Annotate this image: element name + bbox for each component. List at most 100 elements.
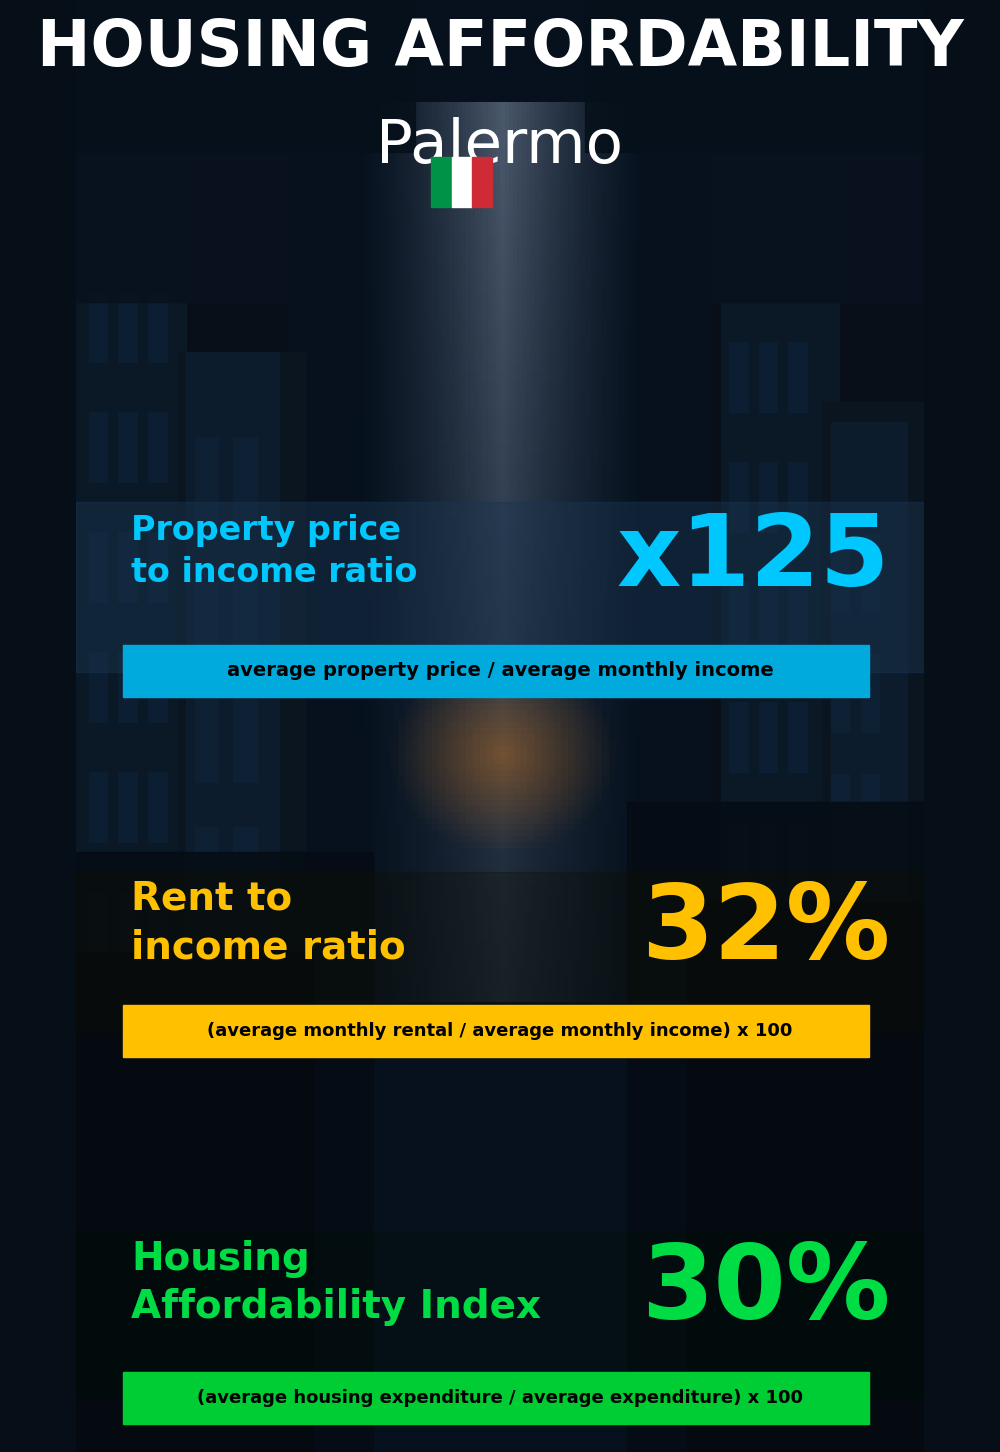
Bar bbox=[233, 566, 257, 652]
Bar bbox=[831, 534, 849, 611]
Text: (average monthly rental / average monthly income) x 100: (average monthly rental / average monthl… bbox=[207, 1022, 793, 1040]
Bar bbox=[89, 772, 107, 842]
Bar bbox=[721, 1, 839, 1302]
Bar bbox=[861, 774, 879, 852]
Bar bbox=[788, 462, 807, 531]
Bar bbox=[759, 701, 777, 772]
Bar bbox=[831, 1134, 849, 1212]
Bar bbox=[729, 582, 748, 652]
Bar bbox=[788, 582, 807, 652]
Bar bbox=[831, 653, 849, 732]
Bar bbox=[118, 652, 137, 722]
Bar bbox=[118, 892, 137, 963]
Text: Housing
Affordability Index: Housing Affordability Index bbox=[131, 1240, 541, 1327]
Bar bbox=[712, 0, 924, 1452]
Bar bbox=[831, 1255, 849, 1331]
Bar bbox=[861, 534, 879, 611]
Bar bbox=[76, 1231, 924, 1397]
Bar bbox=[831, 1013, 849, 1092]
Bar bbox=[687, 902, 924, 1452]
Bar bbox=[148, 531, 167, 603]
Bar bbox=[148, 412, 167, 482]
Bar bbox=[729, 942, 748, 1012]
Bar bbox=[788, 822, 807, 892]
Bar bbox=[831, 894, 849, 971]
Bar bbox=[89, 531, 107, 603]
Bar bbox=[76, 953, 313, 1452]
Bar bbox=[89, 892, 107, 963]
Bar bbox=[76, 0, 186, 1252]
Bar bbox=[452, 157, 472, 208]
Bar bbox=[89, 652, 107, 722]
Bar bbox=[759, 343, 777, 412]
Bar bbox=[123, 1005, 869, 1057]
Text: 32%: 32% bbox=[641, 880, 890, 982]
Bar bbox=[148, 1012, 167, 1082]
Bar bbox=[759, 942, 777, 1012]
Bar bbox=[759, 822, 777, 892]
Bar bbox=[861, 894, 879, 971]
Bar bbox=[861, 653, 879, 732]
Bar bbox=[788, 942, 807, 1012]
Bar bbox=[195, 828, 218, 912]
Bar bbox=[123, 1372, 869, 1424]
Bar bbox=[76, 0, 415, 152]
Bar bbox=[178, 351, 305, 1452]
Bar bbox=[861, 1134, 879, 1212]
Bar bbox=[759, 462, 777, 531]
Bar bbox=[759, 1182, 777, 1252]
Bar bbox=[89, 412, 107, 482]
Text: average property price / average monthly income: average property price / average monthly… bbox=[227, 662, 773, 681]
Bar bbox=[123, 645, 869, 697]
Bar bbox=[195, 1088, 218, 1172]
Bar bbox=[233, 437, 257, 523]
Bar bbox=[788, 1182, 807, 1252]
Bar bbox=[195, 957, 218, 1043]
Bar bbox=[729, 462, 748, 531]
Text: Palermo: Palermo bbox=[376, 118, 624, 176]
Bar bbox=[148, 292, 167, 362]
Bar bbox=[76, 873, 924, 1032]
Bar bbox=[195, 1217, 218, 1302]
Bar bbox=[148, 892, 167, 963]
Bar bbox=[788, 1061, 807, 1133]
Bar bbox=[118, 772, 137, 842]
Bar bbox=[670, 1, 924, 302]
Bar bbox=[76, 502, 924, 672]
Bar bbox=[195, 566, 218, 652]
Text: 30%: 30% bbox=[641, 1240, 890, 1342]
Bar bbox=[89, 1012, 107, 1082]
Bar bbox=[729, 1182, 748, 1252]
Bar bbox=[861, 1013, 879, 1092]
Bar bbox=[431, 157, 452, 208]
Bar bbox=[831, 774, 849, 852]
Bar bbox=[76, 1, 330, 302]
Bar bbox=[788, 701, 807, 772]
Bar bbox=[831, 423, 907, 1372]
Bar bbox=[822, 402, 924, 1452]
Bar bbox=[233, 957, 257, 1043]
Bar bbox=[729, 822, 748, 892]
Text: Property price
to income ratio: Property price to income ratio bbox=[131, 514, 417, 590]
Text: x125: x125 bbox=[617, 510, 890, 607]
Bar bbox=[118, 531, 137, 603]
Bar bbox=[148, 652, 167, 722]
Bar bbox=[729, 701, 748, 772]
Bar bbox=[118, 1012, 137, 1082]
Bar bbox=[89, 292, 107, 362]
Bar bbox=[627, 802, 924, 1452]
Bar bbox=[233, 697, 257, 783]
Bar bbox=[195, 437, 218, 523]
Bar bbox=[233, 1217, 257, 1302]
Bar bbox=[76, 0, 288, 1452]
Text: (average housing expenditure / average expenditure) x 100: (average housing expenditure / average e… bbox=[197, 1390, 803, 1407]
Bar bbox=[729, 343, 748, 412]
Bar bbox=[585, 0, 924, 152]
Bar bbox=[195, 697, 218, 783]
Bar bbox=[788, 343, 807, 412]
Bar bbox=[118, 292, 137, 362]
Bar bbox=[186, 351, 279, 1352]
Text: HOUSING AFFORDABILITY: HOUSING AFFORDABILITY bbox=[37, 17, 963, 78]
Bar bbox=[76, 852, 373, 1452]
Bar bbox=[729, 1061, 748, 1133]
